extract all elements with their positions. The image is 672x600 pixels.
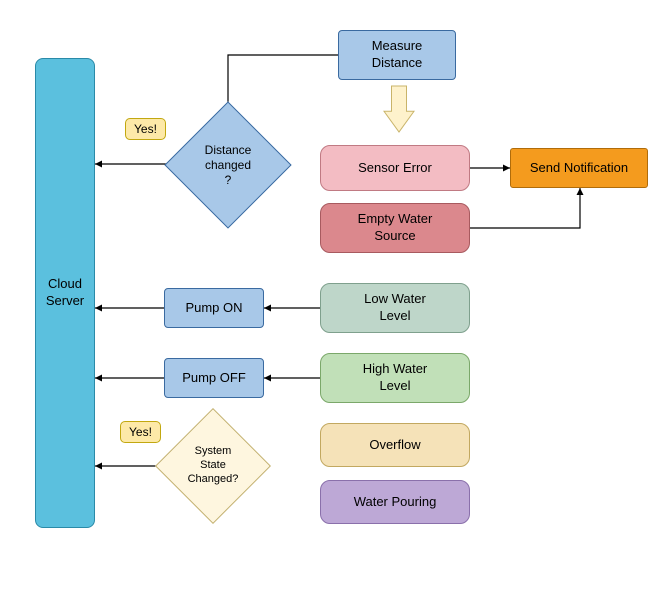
cloud_server-node: CloudServer — [35, 58, 95, 528]
water_pouring-node: Water Pouring — [320, 480, 470, 524]
measure_distance-label: MeasureDistance — [372, 38, 423, 72]
overflow-label: Overflow — [369, 437, 420, 454]
empty_water-node: Empty WaterSource — [320, 203, 470, 253]
yes2-label: Yes! — [129, 425, 152, 439]
low_water-label: Low WaterLevel — [364, 291, 426, 325]
yes1-tag: Yes! — [125, 118, 166, 140]
pump_off-node: Pump OFF — [164, 358, 264, 398]
distance_changed-node: Distancechanged? — [183, 120, 273, 210]
edge-empty_to_notif — [470, 188, 580, 228]
distance_changed-label: Distancechanged? — [183, 120, 273, 210]
send_notification-node: Send Notification — [510, 148, 648, 188]
cloud_server-label: CloudServer — [46, 276, 84, 310]
pump_on-label: Pump ON — [185, 300, 242, 317]
water_pouring-label: Water Pouring — [354, 494, 437, 511]
pump_on-node: Pump ON — [164, 288, 264, 328]
send_notification-label: Send Notification — [530, 160, 628, 177]
low_water-node: Low WaterLevel — [320, 283, 470, 333]
sensor_error-node: Sensor Error — [320, 145, 470, 191]
yes1-label: Yes! — [134, 122, 157, 136]
empty_water-label: Empty WaterSource — [358, 211, 433, 245]
edge-measure_distance_left — [228, 55, 338, 120]
overflow-node: Overflow — [320, 423, 470, 467]
sensor_error-label: Sensor Error — [358, 160, 432, 177]
measure_distance-node: MeasureDistance — [338, 30, 456, 80]
high_water-label: High WaterLevel — [363, 361, 428, 395]
pump_off-label: Pump OFF — [182, 370, 246, 387]
system_state-label: SystemStateChanged? — [172, 425, 254, 507]
system_state-node: SystemStateChanged? — [172, 425, 254, 507]
big-arrow-icon — [384, 86, 414, 132]
high_water-node: High WaterLevel — [320, 353, 470, 403]
yes2-tag: Yes! — [120, 421, 161, 443]
